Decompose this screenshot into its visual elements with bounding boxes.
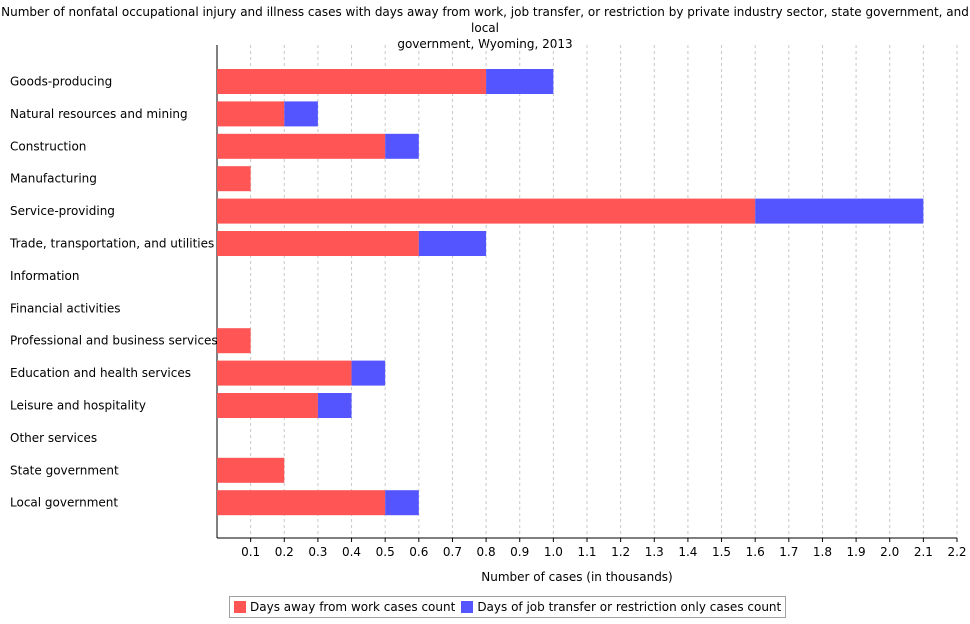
x-tick-label-5: 0.6 [409,545,428,559]
category-label-4: Service-providing [10,204,115,218]
category-label-0: Goods-producing [10,75,112,89]
x-tick-label-10: 1.1 [577,545,596,559]
legend-item-job-transfer: Days of job transfer or restriction only… [461,600,781,614]
x-axis-label: Number of cases (in thousands) [481,570,673,584]
x-tick-label-3: 0.4 [342,545,361,559]
category-label-10: Leisure and hospitality [10,399,146,413]
category-label-13: Local government [10,496,118,510]
x-tick-label-7: 0.8 [477,545,496,559]
x-tick-label-2: 0.3 [308,545,327,559]
chart-title-line-2: government, Wyoming, 2013 [397,37,573,51]
x-tick-label-4: 0.5 [376,545,395,559]
bar-s0-3 [217,166,251,192]
x-tick-label-20: 2.1 [914,545,933,559]
bar-s0-13 [217,490,386,516]
chart-title-line-1: Number of nonfatal occupational injury a… [1,5,969,35]
x-tick-label-12: 1.3 [645,545,664,559]
x-tick-label-9: 1.0 [544,545,563,559]
bar-s0-9 [217,360,352,386]
bar-s1-0 [486,69,554,94]
bar-s1-13 [385,490,419,516]
legend-label-days-away: Days away from work cases count [250,600,456,614]
category-label-7: Financial activities [10,301,120,315]
x-tick-label-13: 1.4 [678,545,697,559]
legend-label-job-transfer: Days of job transfer or restriction only… [477,600,782,614]
bar-s1-1 [284,101,318,127]
x-tick-label-15: 1.6 [746,545,765,559]
category-label-1: Natural resources and mining [10,107,188,121]
bar-s1-5 [418,231,487,256]
legend-item-days-away: Days away from work cases count [234,600,455,614]
x-tick-label-1: 0.2 [275,545,294,559]
category-label-8: Professional and business services [10,334,218,348]
category-label-2: Construction [10,139,86,153]
category-label-12: State government [10,463,119,477]
category-label-6: Information [10,269,79,283]
category-label-11: Other services [10,431,97,445]
x-tick-label-17: 1.8 [813,545,832,559]
bar-s0-1 [217,101,285,127]
bar-s0-5 [217,231,419,256]
bar-s0-10 [217,393,318,418]
x-tick-label-19: 2.0 [880,545,899,559]
x-tick-label-6: 0.7 [443,545,462,559]
bar-s1-9 [351,360,386,386]
bar-s0-8 [217,328,251,354]
bar-s1-2 [385,133,419,159]
x-tick-label-0: 0.1 [241,545,260,559]
x-tick-label-21: 2.2 [947,545,966,559]
x-tick-label-16: 1.7 [779,545,798,559]
bar-s0-2 [217,133,386,159]
bar-s0-4 [217,198,756,224]
x-tick-label-18: 1.9 [847,545,866,559]
category-label-3: Manufacturing [10,172,97,186]
bar-s0-0 [217,69,487,94]
chart-legend: Days away from work cases count Days of … [229,596,787,618]
bar-s0-12 [217,457,285,483]
x-tick-label-11: 1.2 [611,545,630,559]
legend-swatch-days-away [234,601,246,613]
category-label-5: Trade, transportation, and utilities [9,237,214,251]
x-tick-label-14: 1.5 [712,545,731,559]
x-tick-label-8: 0.9 [510,545,529,559]
chart-plot: 0.1 0.2 0.3 0.4 0.5 0.6 0.7 0.8 0.9 1.0 1.1 1.2 1.3 1… [9,45,967,584]
bar-s1-4 [755,198,924,224]
chart-title: Number of nonfatal occupational injury a… [0,4,970,52]
bar-s1-10 [317,393,352,418]
legend-swatch-job-transfer [461,601,474,613]
category-label-9: Education and health services [10,366,191,380]
